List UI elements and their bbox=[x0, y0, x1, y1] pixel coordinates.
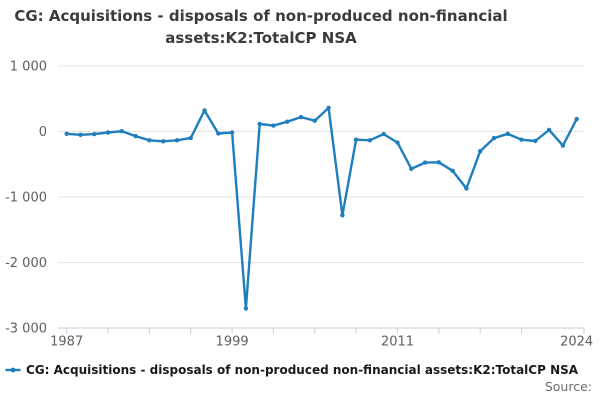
data-point bbox=[202, 108, 207, 113]
data-point bbox=[64, 131, 69, 136]
data-point bbox=[574, 116, 579, 122]
legend-series-label: CG: Acquisitions - disposals of non-prod… bbox=[26, 363, 579, 377]
chart-title-line2: assets:K2:TotalCP NSA bbox=[165, 29, 357, 47]
data-point bbox=[271, 123, 276, 128]
data-point bbox=[298, 114, 304, 120]
data-point bbox=[326, 105, 331, 111]
data-point bbox=[367, 138, 373, 143]
y-tick-label: -3 000 bbox=[5, 322, 47, 337]
data-point bbox=[546, 127, 552, 133]
data-point bbox=[519, 137, 524, 142]
data-point bbox=[92, 131, 97, 137]
data-point bbox=[133, 133, 138, 139]
series-line bbox=[65, 106, 578, 310]
data-point bbox=[78, 132, 83, 137]
data-point bbox=[450, 168, 455, 173]
source-label: Source: bbox=[544, 379, 592, 394]
data-point bbox=[188, 135, 193, 141]
data-point bbox=[119, 129, 125, 134]
x-tick-label: 1987 bbox=[50, 335, 83, 350]
data-point bbox=[312, 118, 317, 123]
data-point bbox=[505, 131, 510, 136]
data-point bbox=[381, 131, 386, 137]
y-tick-label: -2 000 bbox=[5, 256, 47, 271]
y-tick-label: 0 bbox=[39, 125, 47, 140]
data-point bbox=[174, 138, 180, 143]
data-point bbox=[560, 143, 566, 148]
data-point bbox=[436, 160, 441, 165]
data-point bbox=[353, 137, 359, 142]
data-point bbox=[161, 139, 166, 144]
data-point bbox=[464, 186, 469, 191]
data-point bbox=[533, 138, 538, 144]
data-point bbox=[216, 131, 221, 136]
x-tick-label: 2011 bbox=[381, 335, 414, 350]
data-point bbox=[147, 138, 152, 143]
y-tick-label: 1 000 bbox=[10, 60, 47, 75]
data-point bbox=[285, 119, 290, 124]
data-point bbox=[257, 121, 262, 127]
data-point bbox=[478, 149, 483, 154]
data-point bbox=[243, 306, 249, 311]
legend-series-marker-icon bbox=[5, 367, 21, 373]
x-tick-label: 1999 bbox=[216, 335, 249, 350]
data-point bbox=[229, 130, 235, 135]
data-point bbox=[409, 166, 414, 171]
data-point bbox=[491, 135, 497, 141]
y-tick-label: -1 000 bbox=[5, 191, 47, 206]
chart-title-line1: CG: Acquisitions - disposals of non-prod… bbox=[14, 7, 508, 25]
data-point bbox=[395, 140, 400, 145]
chart-title: CG: Acquisitions - disposals of non-prod… bbox=[0, 5, 522, 49]
legend-item[interactable]: CG: Acquisitions - disposals of non-prod… bbox=[5, 363, 578, 377]
data-point bbox=[422, 160, 428, 165]
data-point bbox=[105, 130, 111, 135]
x-tick-label: 2024 bbox=[560, 335, 593, 350]
data-point bbox=[340, 213, 345, 218]
